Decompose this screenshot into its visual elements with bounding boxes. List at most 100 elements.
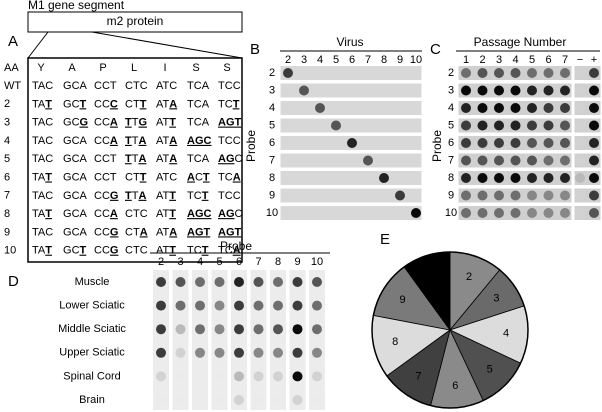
blot-dot [195,371,205,382]
blot-dot [560,68,570,78]
blot-dot [461,68,471,78]
slice-label: 7 [415,370,421,382]
blot-dot [234,277,244,287]
codon: GCA [63,171,88,183]
row-label: 8 [269,172,275,184]
codon: CCG [94,245,118,257]
panel-label: C [430,41,441,58]
row-label: 2 [4,98,10,110]
blot-dot [560,173,570,183]
blot-dot [589,138,599,148]
blot-dot [477,120,488,131]
blot-dot [214,395,225,405]
codon: TCA [187,98,210,110]
codon: ATA [156,153,177,165]
column-label: 4 [512,54,518,66]
blot-dot [575,138,585,148]
blot-dot [273,395,283,405]
blot-dot [589,120,599,131]
blot-dot [560,138,570,148]
row-label: 9 [4,226,10,238]
blot-dot [510,173,521,183]
row-label: 10 [445,207,457,219]
blot-lane [231,270,247,410]
row-label: Upper Sciatic [59,347,125,359]
panel-label: B [250,41,260,58]
codon: TCA [187,80,210,92]
codon: TAT [32,171,52,183]
column-label: 6 [236,256,242,268]
column-label: 5 [216,256,222,268]
blot-dot [494,138,504,148]
amino-acid: S [223,62,230,74]
row-label: 3 [269,84,275,96]
column-label: 7 [365,54,371,66]
amino-acid: A [68,62,76,74]
column-label: 4 [317,54,323,66]
codon: CCT [94,80,117,92]
blot-dot [175,324,186,335]
blot-dot [156,324,166,335]
blot-dot [589,173,599,183]
axis-title: Probe [220,239,252,253]
blot-dot [253,300,264,311]
codon: TCA [187,117,210,129]
blot-dot [214,300,225,311]
column-label: 2 [285,54,291,66]
row-label: 5 [269,119,275,131]
blot-dot [560,103,570,113]
codon: TCC [218,80,241,92]
blot-lane [153,270,169,410]
blot-lane [289,270,306,410]
blot-dot [477,103,488,113]
blot-dot [253,371,264,382]
blot-dot [543,68,554,78]
blot-dot [347,138,357,148]
row-label: 7 [269,154,275,166]
blot-strip [279,205,423,221]
codon: AGT [218,226,242,238]
blot-dot [494,85,504,96]
amino-acid: S [192,62,199,74]
blot-dot [234,300,244,311]
panel-label: D [8,273,19,290]
blot-dot [527,138,537,148]
blot-dot [510,138,521,148]
codon: AGC [187,208,212,220]
codon: AGC [218,153,243,165]
blot-dot [575,68,585,78]
blot-dot [156,277,166,287]
amino-acid: Y [37,62,45,74]
codon: ATT [156,190,176,202]
codon: CTT [125,98,147,110]
blot-dot [195,277,205,287]
blot-dot [510,120,521,131]
blot-dot [195,324,205,335]
codon: CCG [94,190,118,202]
column-label: − [577,54,583,66]
row-label: 6 [448,137,454,149]
blot-dot [461,120,471,131]
row-label: 3 [4,117,10,129]
blot-dot [589,68,599,78]
blot-dot [175,395,186,405]
blot-dot [273,300,283,311]
codon: ATA [156,135,177,147]
codon: CCA [94,117,118,129]
codon: GCA [63,135,88,147]
blot-strip [279,65,423,81]
amino-acid: P [99,62,106,74]
blot-dot [461,190,471,201]
blot-dot [543,208,554,218]
blot-dot [312,277,322,287]
blot-dot [477,138,488,148]
column-label: + [591,54,597,66]
blot-dot [477,208,488,218]
blot-dot [292,300,303,311]
codon: ATT [156,208,176,220]
codon: TCA [218,245,241,257]
blot-dot [175,371,186,382]
blot-dot [560,155,570,166]
blot-dot [331,120,341,131]
blot-dot [461,138,471,148]
